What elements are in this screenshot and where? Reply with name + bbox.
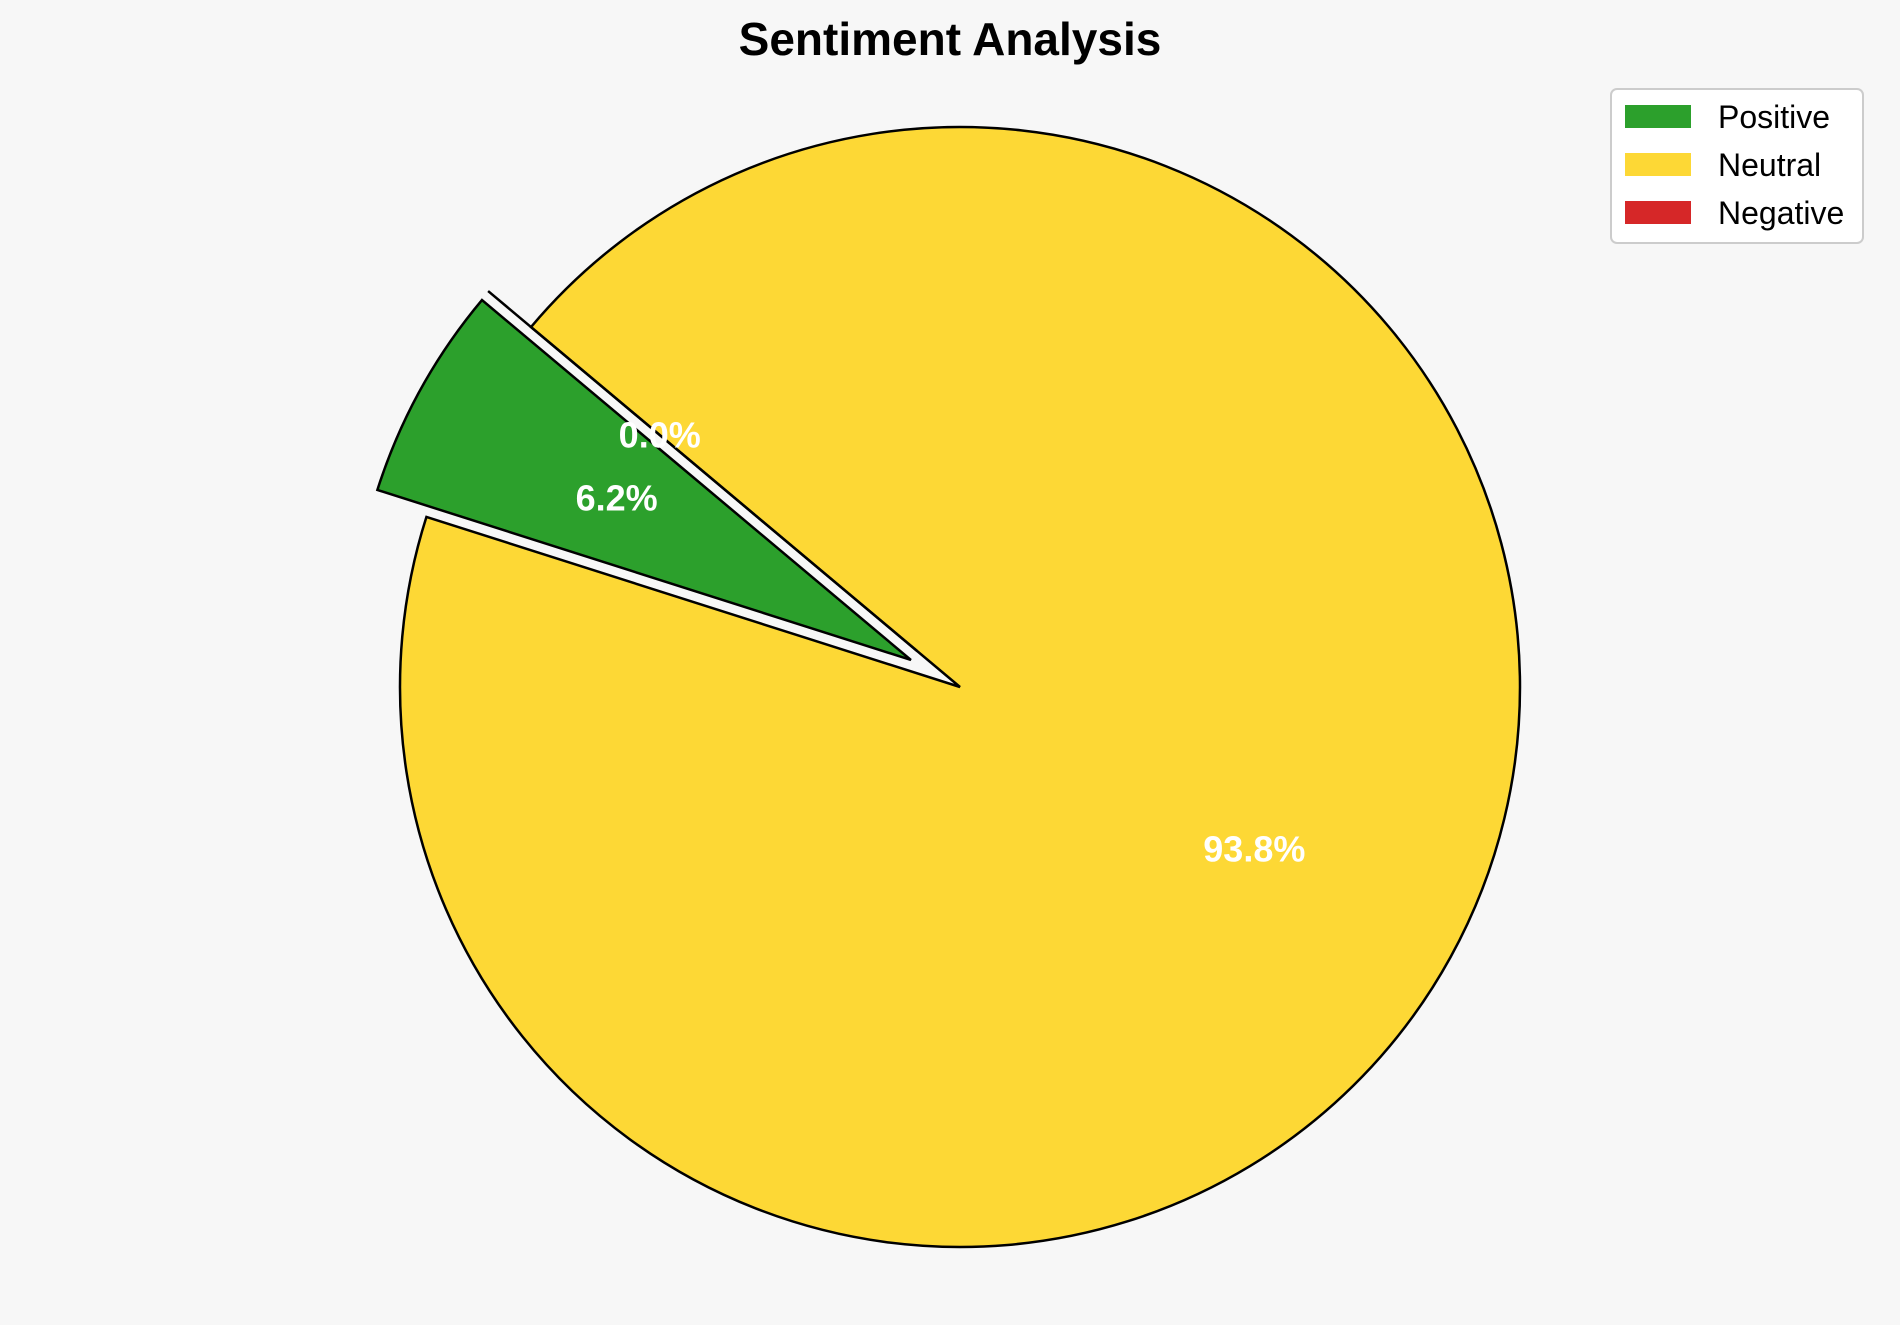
legend-entries: Positive Neutral Negative [1625, 99, 1844, 231]
legend-label-positive: Positive [1718, 99, 1830, 135]
pie-slice-negative [487, 290, 918, 652]
chart-title: Sentiment Analysis [739, 13, 1162, 65]
legend-swatch-neutral [1625, 153, 1691, 176]
legend-label-negative: Negative [1718, 195, 1844, 231]
pie-slices [375, 125, 1522, 1249]
legend-swatch-negative [1625, 201, 1691, 224]
slice-label-positive: 6.2% [576, 477, 658, 518]
pie-slice-positive [375, 298, 912, 662]
pie-slice-neutral [398, 125, 1522, 1249]
legend-swatch-positive [1625, 105, 1691, 128]
slice-label-negative: 0.0% [619, 415, 701, 456]
legend: Positive Neutral Negative [1610, 88, 1864, 244]
slice-labels: 6.2% 93.8% 0.0% [576, 415, 1306, 870]
legend-label-neutral: Neutral [1718, 147, 1821, 183]
slice-label-neutral: 93.8% [1203, 829, 1305, 870]
